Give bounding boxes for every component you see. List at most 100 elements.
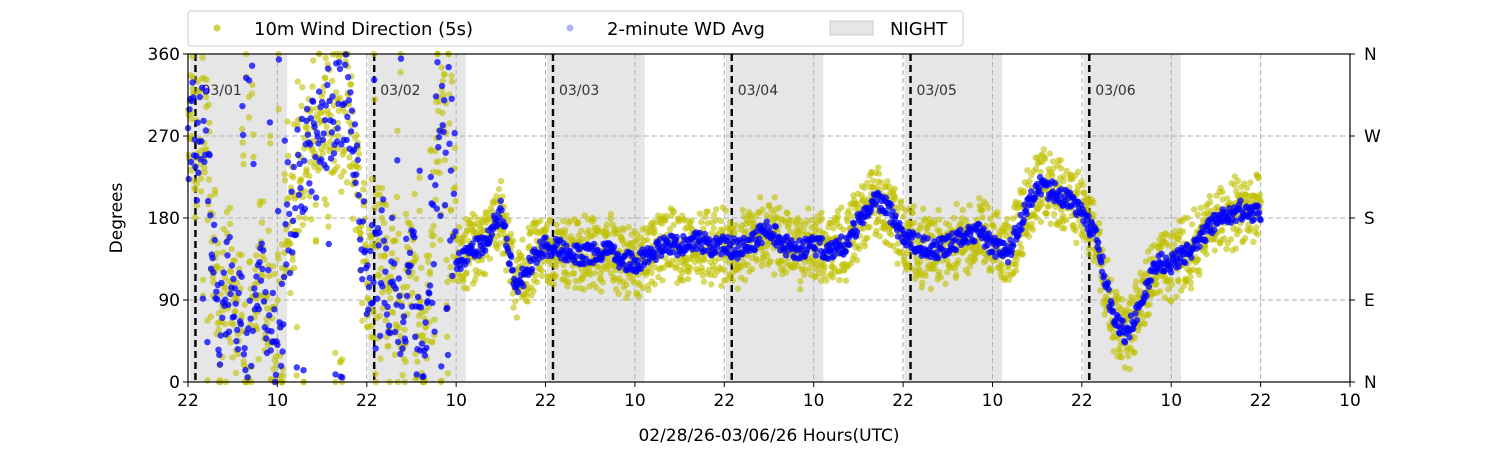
wd5s-point — [1079, 181, 1086, 189]
wd5s-point — [1146, 301, 1153, 308]
wd5s-point — [1118, 353, 1126, 361]
wd5s-point — [1113, 288, 1120, 296]
wdavg-point — [351, 121, 359, 128]
wd5s-point — [668, 257, 675, 265]
day-label: 03/06 — [1095, 83, 1135, 99]
wdavg-point — [220, 269, 227, 276]
wd5s-point — [376, 191, 383, 198]
wd5s-point — [1253, 224, 1260, 231]
wdavg-point — [1145, 283, 1153, 290]
wd5s-point — [1020, 187, 1028, 195]
wdavg-point — [669, 248, 677, 256]
wd5s-point — [1221, 235, 1228, 242]
wd5s-point — [202, 145, 210, 153]
wdavg-point — [520, 283, 527, 290]
wd5s-point — [1250, 238, 1257, 246]
wd5s-point — [423, 337, 431, 344]
wdavg-point — [311, 123, 318, 130]
wd5s-point — [404, 283, 411, 290]
wd5s-point — [1073, 239, 1080, 247]
wd5s-point — [919, 279, 926, 286]
wd5s-point — [905, 261, 912, 268]
wd5s-point — [414, 358, 421, 365]
wdavg-point — [1147, 277, 1155, 284]
wd5s-point — [1125, 353, 1132, 360]
wd5s-point — [353, 131, 360, 139]
wdavg-point — [257, 277, 265, 284]
wd5s-point — [1196, 271, 1203, 278]
wdavg-point — [275, 56, 283, 63]
wd5s-point — [338, 188, 345, 195]
wdavg-point — [712, 249, 719, 256]
wd5s-point — [513, 314, 520, 321]
wd5s-point — [829, 274, 837, 281]
wdavg-point — [1028, 201, 1036, 208]
wdavg-point — [255, 305, 262, 313]
wdavg-point — [838, 233, 845, 240]
wd5s-point — [625, 224, 632, 231]
wdavg-point — [292, 231, 300, 239]
wdavg-point — [253, 273, 260, 280]
wdavg-point — [345, 97, 353, 104]
wd5s-point — [990, 223, 998, 231]
wdavg-point — [282, 221, 289, 228]
wdavg-point — [292, 205, 299, 212]
wd5s-point — [291, 264, 298, 272]
wdavg-point — [770, 231, 777, 238]
wdavg-point — [260, 247, 267, 254]
wd5s-point — [439, 109, 446, 117]
wdavg-point — [320, 130, 327, 137]
wdavg-point — [1196, 243, 1203, 250]
wd5s-point — [823, 277, 830, 284]
wd5s-point — [1187, 273, 1194, 281]
wd5s-point — [495, 185, 503, 193]
wd5s-point — [890, 242, 897, 250]
wdavg-point — [247, 315, 254, 322]
wdavg-point — [888, 201, 895, 209]
wdavg-point — [250, 160, 257, 168]
wdavg-point — [842, 248, 849, 255]
wd5s-point — [524, 298, 532, 305]
wdavg-point — [924, 235, 931, 242]
wd5s-point — [834, 213, 841, 220]
wdavg-point — [696, 229, 703, 237]
wd5s-point — [372, 370, 379, 378]
wd5s-point — [1141, 320, 1149, 327]
wd5s-point — [845, 207, 853, 214]
wd5s-point — [503, 211, 510, 219]
wd5s-point — [439, 77, 446, 85]
wd5s-point — [700, 225, 707, 232]
wd5s-point — [585, 227, 592, 234]
wd5s-point — [1156, 288, 1164, 295]
wdavg-point — [451, 129, 458, 137]
wd5s-point — [1072, 227, 1079, 234]
wd5s-point — [876, 233, 883, 240]
wd5s-point — [922, 272, 929, 280]
wdavg-point — [241, 345, 248, 352]
wd5s-point — [994, 208, 1001, 216]
wd5s-point — [265, 272, 273, 280]
wd5s-point — [471, 276, 479, 283]
wdavg-point — [301, 157, 308, 164]
wdavg-point — [427, 173, 434, 181]
wd5s-point — [619, 236, 626, 243]
wdavg-point — [1133, 317, 1141, 324]
wd5s-point — [401, 326, 408, 333]
wd5s-point — [527, 229, 535, 236]
wdavg-point — [267, 347, 274, 354]
wdavg-point — [934, 255, 942, 262]
wdavg-point — [1161, 268, 1168, 275]
wd5s-point — [1090, 199, 1097, 206]
wd5s-point — [1153, 281, 1160, 288]
wdavg-point — [258, 240, 265, 247]
wdavg-point — [1010, 242, 1017, 250]
wd5s-point — [971, 256, 979, 263]
wd5s-point — [441, 156, 448, 164]
wd5s-point — [388, 225, 396, 232]
wd5s-point — [663, 212, 670, 220]
wdavg-point — [1105, 286, 1112, 293]
wdavg-point — [365, 306, 372, 313]
wdavg-point — [782, 252, 790, 259]
wdavg-point — [383, 311, 391, 318]
wdavg-point — [245, 77, 253, 84]
